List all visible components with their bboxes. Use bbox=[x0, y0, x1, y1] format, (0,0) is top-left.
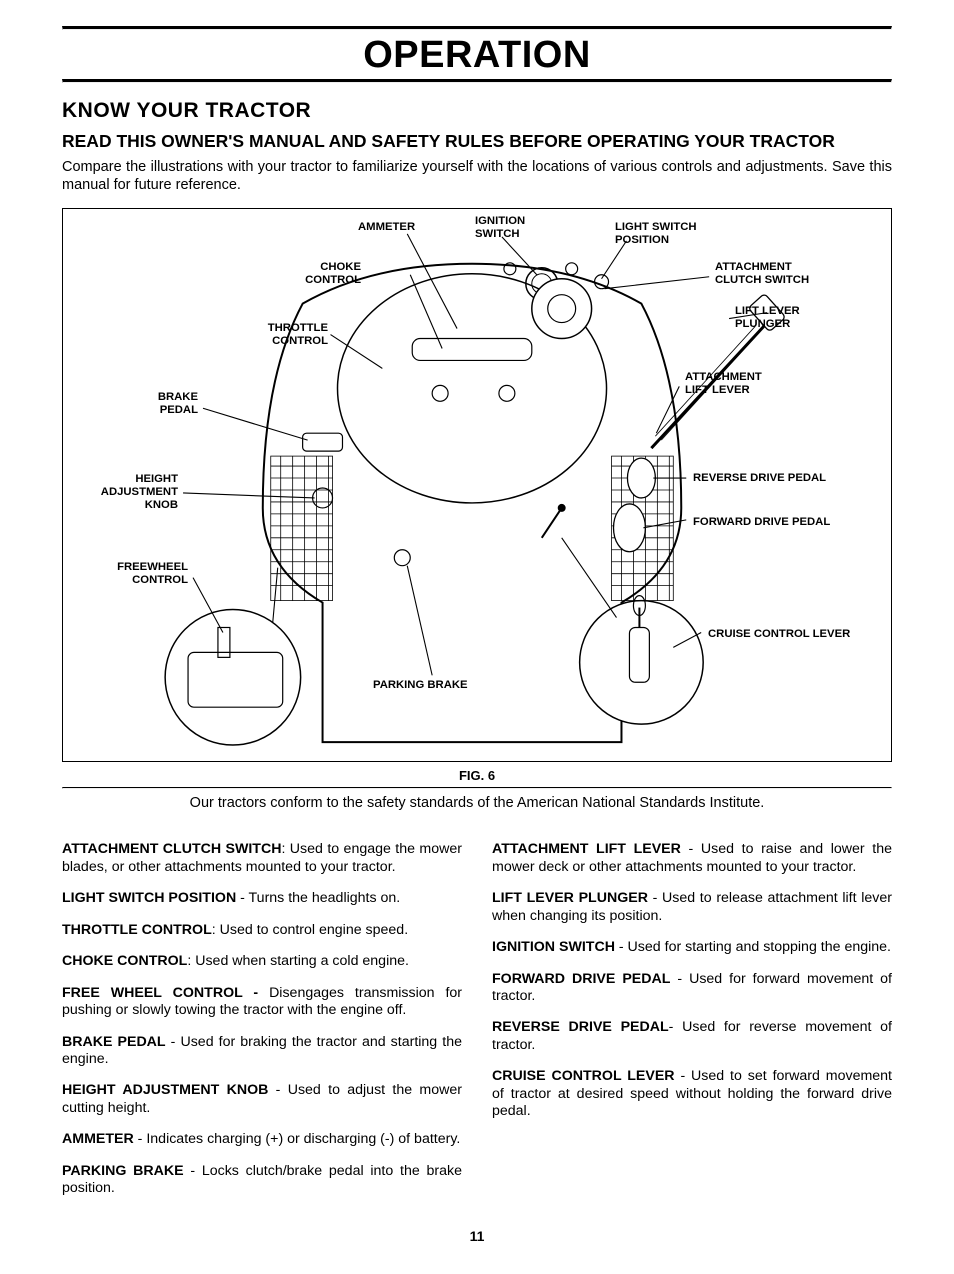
definition-item: CHOKE CONTROL: Used when starting a cold… bbox=[62, 953, 462, 970]
definition-item: LIFT LEVER PLUNGER - Used to release att… bbox=[492, 890, 892, 925]
definition-body: - Turns the headlights on. bbox=[236, 890, 400, 906]
definition-item: LIGHT SWITCH POSITION - Turns the headli… bbox=[62, 890, 462, 907]
definition-term: THROTTLE CONTROL bbox=[62, 922, 212, 938]
label-attachment-lift: ATTACHMENT LIFT LEVER bbox=[685, 371, 762, 397]
definition-term: ATTACHMENT CLUTCH SWITCH bbox=[62, 841, 281, 857]
label-light-switch: LIGHT SWITCH POSITION bbox=[615, 221, 697, 247]
definition-term: CHOKE CONTROL bbox=[62, 953, 187, 969]
definition-item: ATTACHMENT LIFT LEVER - Used to raise an… bbox=[492, 841, 892, 876]
label-lift-plunger: LIFT LEVER PLUNGER bbox=[735, 305, 800, 331]
definition-item: HEIGHT ADJUSTMENT KNOB - Used to adjust … bbox=[62, 1082, 462, 1117]
label-ammeter: AMMETER bbox=[358, 221, 415, 234]
definition-item: ATTACHMENT CLUTCH SWITCH: Used to engage… bbox=[62, 841, 462, 876]
definition-term: IGNITION SWITCH bbox=[492, 939, 615, 955]
label-reverse-pedal: REVERSE DRIVE PEDAL bbox=[693, 472, 826, 485]
main-title: OPERATION bbox=[62, 34, 892, 77]
intro-paragraph: Compare the illustrations with your trac… bbox=[62, 158, 892, 194]
definition-term: FREE WHEEL CONTROL - bbox=[62, 985, 258, 1001]
definition-item: FREE WHEEL CONTROL - Disengages transmis… bbox=[62, 985, 462, 1020]
definition-item: REVERSE DRIVE PEDAL- Used for reverse mo… bbox=[492, 1019, 892, 1054]
definition-item: FORWARD DRIVE PEDAL - Used for forward m… bbox=[492, 971, 892, 1006]
top-rule bbox=[62, 26, 892, 30]
definition-term: PARKING BRAKE bbox=[62, 1163, 184, 1179]
definition-item: THROTTLE CONTROL: Used to control engine… bbox=[62, 922, 462, 939]
definition-term: FORWARD DRIVE PEDAL bbox=[492, 971, 670, 987]
definition-term: LIGHT SWITCH POSITION bbox=[62, 890, 236, 906]
definitions-col-right: ATTACHMENT LIFT LEVER - Used to raise an… bbox=[492, 827, 892, 1204]
label-attachment-clutch: ATTACHMENT CLUTCH SWITCH bbox=[715, 261, 809, 287]
definitions-col-left: ATTACHMENT CLUTCH SWITCH: Used to engage… bbox=[62, 827, 462, 1204]
label-forward-pedal: FORWARD DRIVE PEDAL bbox=[693, 516, 830, 529]
figure-underline bbox=[62, 787, 892, 789]
definition-term: CRUISE CONTROL LEVER bbox=[492, 1068, 675, 1084]
figure-note: Our tractors conform to the safety stand… bbox=[62, 795, 892, 811]
definition-term: BRAKE PEDAL bbox=[62, 1034, 166, 1050]
figure-caption: FIG. 6 bbox=[62, 768, 892, 783]
definition-item: CRUISE CONTROL LEVER - Used to set forwa… bbox=[492, 1068, 892, 1120]
definition-item: PARKING BRAKE - Locks clutch/brake pedal… bbox=[62, 1163, 462, 1198]
label-freewheel: FREEWHEEL CONTROL bbox=[117, 561, 188, 587]
definition-term: ATTACHMENT LIFT LEVER bbox=[492, 841, 681, 857]
definition-term: LIFT LEVER PLUNGER bbox=[492, 890, 648, 906]
definition-term: HEIGHT ADJUSTMENT KNOB bbox=[62, 1082, 268, 1098]
definition-item: IGNITION SWITCH - Used for starting and … bbox=[492, 939, 892, 956]
label-parking-brake: PARKING BRAKE bbox=[373, 679, 468, 692]
title-underline bbox=[62, 79, 892, 83]
figure-box: AMMETER IGNITION SWITCH LIGHT SWITCH POS… bbox=[62, 208, 892, 762]
label-choke: CHOKE CONTROL bbox=[305, 261, 361, 287]
definition-item: AMMETER - Indicates charging (+) or disc… bbox=[62, 1131, 462, 1148]
label-brake-pedal: BRAKE PEDAL bbox=[158, 391, 198, 417]
subheading: READ THIS OWNER'S MANUAL AND SAFETY RULE… bbox=[62, 131, 892, 152]
definition-body: - Used for starting and stopping the eng… bbox=[615, 939, 891, 955]
label-height-knob: HEIGHT ADJUSTMENT KNOB bbox=[101, 473, 178, 512]
definition-body: : Used to control engine speed. bbox=[212, 922, 408, 938]
label-throttle: THROTTLE CONTROL bbox=[268, 322, 328, 348]
definition-body: : Used when starting a cold engine. bbox=[187, 953, 409, 969]
tractor-diagram bbox=[63, 209, 891, 761]
label-cruise: CRUISE CONTROL LEVER bbox=[708, 628, 850, 641]
label-ignition-switch: IGNITION SWITCH bbox=[475, 215, 525, 241]
definitions-columns: ATTACHMENT CLUTCH SWITCH: Used to engage… bbox=[62, 827, 892, 1204]
page-number: 11 bbox=[62, 1228, 892, 1244]
definition-term: REVERSE DRIVE PEDAL bbox=[492, 1019, 669, 1035]
page: OPERATION KNOW YOUR TRACTOR READ THIS OW… bbox=[0, 0, 954, 1274]
definition-term: AMMETER bbox=[62, 1131, 134, 1147]
definition-body: - Indicates charging (+) or discharging … bbox=[134, 1131, 461, 1147]
section-title: KNOW YOUR TRACTOR bbox=[62, 99, 892, 123]
definition-item: BRAKE PEDAL - Used for braking the tract… bbox=[62, 1034, 462, 1069]
